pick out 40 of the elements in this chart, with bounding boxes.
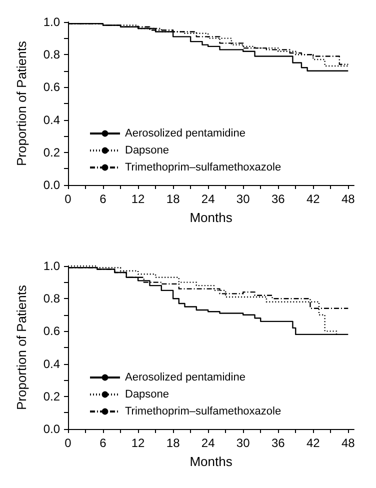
x-tick-label: 0 [64,436,72,450]
y-tick-label: 0.2 [43,389,60,404]
x-tick-label: 30 [236,192,250,206]
x-tick-label: 48 [341,436,356,450]
y-tick-label: 0.4 [43,112,60,127]
y-tick-label: 1.0 [43,259,60,273]
x-tick-label: 42 [306,192,320,206]
y-tick-label: 0.0 [43,178,60,192]
x-tick-label: 6 [100,436,107,450]
y-axis-title: Proportion of Patients [14,40,29,166]
x-tick-label: 18 [166,192,180,206]
y-tick-label: 0.8 [43,48,60,62]
legend-label: Aerosolized pentamidine [125,128,246,140]
x-tick-label: 36 [271,192,286,206]
x-axis-title: Months [190,454,233,469]
x-tick-label: 30 [236,436,250,450]
y-tick-label: 1.0 [43,15,60,29]
legend-label: Trimethoprim–sulfamethoxazole [125,162,282,174]
x-tick-label: 24 [201,192,216,206]
x-tick-label: 42 [306,436,320,450]
y-tick-label: 0.6 [43,324,60,338]
x-tick-label: 0 [64,192,72,206]
x-tick-label: 24 [201,436,216,450]
legend-label: Aerosolized pentamidine [125,372,246,384]
x-tick-label: 12 [131,192,146,206]
y-tick-label: 0.0 [43,422,60,436]
y-tick-label: 0.6 [43,80,60,94]
y-tick-label: 0.4 [43,356,60,371]
x-tick-label: 6 [100,192,107,206]
x-axis-title: Months [190,210,233,225]
y-axis-title: Proportion of Patients [14,284,29,410]
x-tick-label: 48 [341,192,356,206]
x-tick-label: 18 [166,436,180,450]
legend-label: Trimethoprim–sulfamethoxazole [125,406,282,418]
y-tick-label: 0.2 [43,145,60,160]
x-tick-label: 12 [131,436,146,450]
legend-label: Dapsone [125,388,170,400]
x-tick-label: 36 [271,436,286,450]
legend-label: Dapsone [125,144,170,156]
y-tick-label: 0.8 [43,292,60,306]
